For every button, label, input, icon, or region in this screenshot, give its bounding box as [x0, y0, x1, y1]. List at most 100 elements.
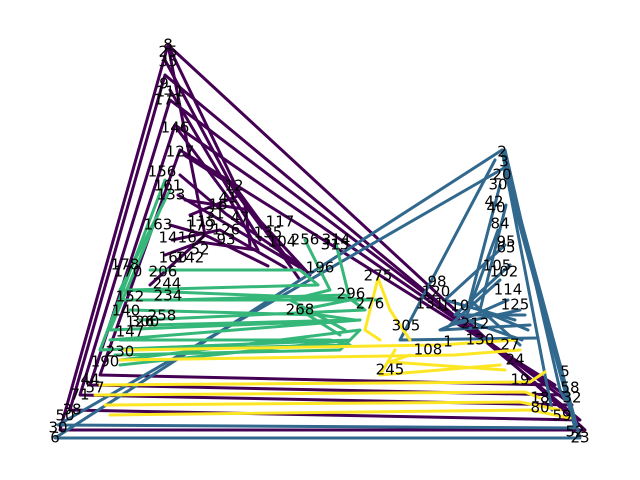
- edge-blue-0: [53, 148, 582, 440]
- edge-yellow-2: [98, 370, 547, 387]
- edge-green-8: [128, 308, 357, 327]
- edge-green-6: [138, 293, 367, 322]
- node-label: 135: [254, 224, 283, 242]
- node-label: 276: [356, 295, 385, 313]
- node-label: 98: [427, 273, 446, 291]
- node-label: 38: [62, 401, 81, 419]
- node-label: 244: [153, 275, 182, 293]
- node-label: 71: [70, 386, 89, 404]
- node-label: 196: [306, 259, 335, 277]
- node-label: 147: [116, 323, 145, 341]
- node-label: 80: [530, 399, 549, 417]
- edge-green-9: [113, 328, 362, 362]
- node-label: 44: [80, 371, 99, 389]
- edge-blue-9: [398, 158, 540, 342]
- node-label: 171: [154, 91, 183, 109]
- node-label: 115: [188, 213, 217, 231]
- node-label: 258: [148, 307, 177, 325]
- node-label: 125: [501, 296, 530, 314]
- node-label: 212: [461, 315, 490, 333]
- node-label: 206: [149, 263, 178, 281]
- node-label: 50: [55, 407, 74, 425]
- node-label: 146: [161, 119, 190, 137]
- node-label: 41: [218, 189, 237, 207]
- node-label: 111: [156, 83, 185, 101]
- node-label: 127: [166, 143, 195, 161]
- node-label: 65: [496, 239, 515, 257]
- node-label: 52: [190, 241, 209, 259]
- node-label: 8: [163, 36, 173, 54]
- node-label: 3: [499, 153, 509, 171]
- node-label: 16: [208, 196, 227, 214]
- node-label: 25: [158, 43, 177, 61]
- node-label: 110: [441, 297, 470, 315]
- edge-purple-4: [98, 148, 557, 387]
- edge-purple-0: [58, 43, 587, 432]
- node-label: 2: [497, 143, 507, 161]
- node-label: 142: [176, 249, 205, 267]
- node-label: 117: [266, 213, 295, 231]
- edge-purple-12: [170, 228, 288, 270]
- node-label: 59: [552, 407, 571, 425]
- node-label: 126: [126, 313, 155, 331]
- edge-yellow-7: [123, 338, 517, 352]
- node-label: 27: [500, 336, 519, 354]
- edge-yellow-0: [363, 276, 382, 342]
- node-label: 32: [562, 389, 581, 407]
- node-label: 23: [570, 429, 589, 447]
- node-label: 1: [443, 333, 453, 351]
- edge-blue-5: [443, 243, 517, 322]
- edge-yellow-4: [103, 400, 562, 412]
- node-label: 18: [530, 389, 549, 407]
- edge-blue-8: [438, 298, 532, 332]
- node-label: 296: [337, 285, 366, 303]
- edge-blue-10: [503, 148, 567, 402]
- edge-purple-1: [68, 73, 582, 422]
- node-label: 133: [157, 186, 186, 204]
- node-label: 156: [148, 163, 177, 181]
- edge-green-5: [128, 268, 320, 292]
- edge-purple-2: [78, 98, 574, 407]
- edge-purple-15: [148, 43, 207, 287]
- node-label: 163: [144, 216, 173, 234]
- node-label: 12: [224, 177, 243, 195]
- node-label: 95: [496, 233, 515, 251]
- node-label: 24: [505, 351, 524, 369]
- node-label: 245: [376, 361, 405, 379]
- node-label: 9: [159, 75, 169, 93]
- node-label: 315: [321, 236, 350, 254]
- node-label: 130: [466, 331, 495, 349]
- edge-purple-10: [176, 193, 306, 272]
- node-label: 40: [486, 199, 505, 217]
- node-label: 275: [364, 267, 393, 285]
- node-label: 93: [216, 231, 235, 249]
- edge-yellow-9: [388, 353, 507, 372]
- edge-blue-11: [500, 148, 554, 412]
- node-label: 140: [112, 302, 141, 320]
- node-label: 108: [414, 341, 443, 359]
- edge-green-0: [118, 188, 382, 302]
- node-label: 162: [178, 229, 207, 247]
- edge-yellow-1: [376, 276, 412, 342]
- edge-yellow-6: [118, 348, 522, 362]
- node-label: 84: [490, 215, 509, 233]
- node-label: 131: [416, 295, 445, 313]
- edge-yellow-5: [108, 408, 572, 420]
- node-label: 256: [291, 231, 320, 249]
- edge-green-4: [298, 238, 352, 337]
- node-label: 178: [111, 256, 140, 274]
- edge-purple-3: [88, 123, 567, 397]
- node-label: 19: [510, 371, 529, 389]
- node-label: 52: [565, 423, 584, 441]
- node-label: 105: [483, 257, 512, 275]
- node-label: 31: [205, 205, 224, 223]
- edge-purple-13: [163, 240, 258, 257]
- node-label: 102: [490, 263, 519, 281]
- node-label: 160: [159, 249, 188, 267]
- node-label: 190: [91, 353, 120, 371]
- node-label: 57: [85, 379, 104, 397]
- node-label: 30: [48, 419, 67, 437]
- node-label: 300: [131, 313, 160, 331]
- edge-purple-17: [166, 43, 252, 247]
